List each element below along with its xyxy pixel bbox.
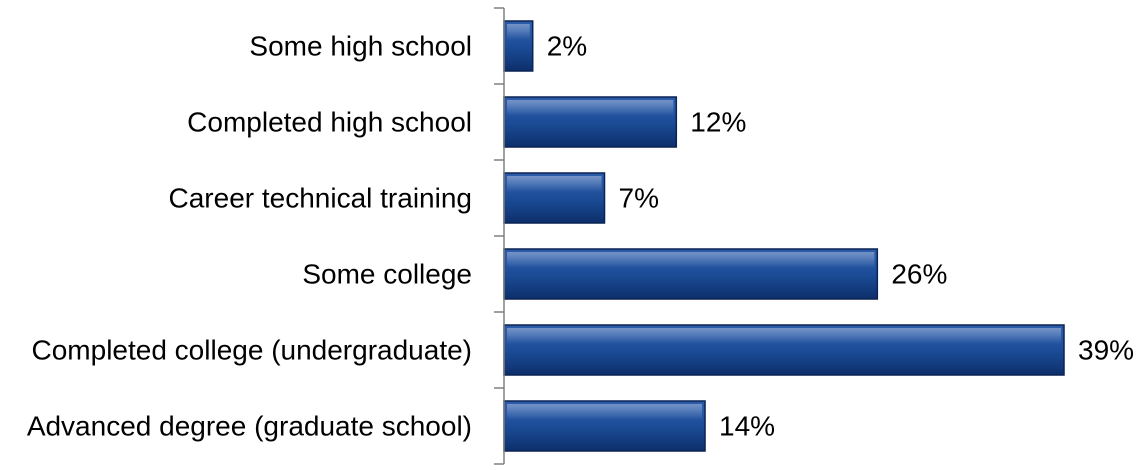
bar-highlight: [507, 404, 703, 420]
value-label: 2%: [547, 31, 587, 62]
value-label: 12%: [690, 107, 746, 138]
bar-highlight: [507, 24, 530, 40]
bars-layer: [503, 20, 1065, 452]
category-label: Completed college (undergraduate): [32, 335, 473, 366]
bar-highlight: [507, 328, 1061, 344]
bar-highlight: [507, 176, 602, 192]
labels-layer: Some high school 2% Completed high school 1…: [27, 31, 1134, 442]
bar-highlight: [507, 252, 875, 268]
category-label: Some college: [302, 259, 472, 290]
category-label: Some high school: [249, 31, 472, 62]
value-label: 14%: [719, 411, 775, 442]
y-axis: [494, 7, 505, 465]
value-label: 39%: [1078, 335, 1134, 366]
category-label: Career technical training: [169, 183, 473, 214]
category-label: Completed high school: [187, 107, 472, 138]
bar-highlight: [507, 100, 674, 116]
value-label: 7%: [619, 183, 659, 214]
value-label: 26%: [891, 259, 947, 290]
category-label: Advanced degree (graduate school): [27, 411, 472, 442]
